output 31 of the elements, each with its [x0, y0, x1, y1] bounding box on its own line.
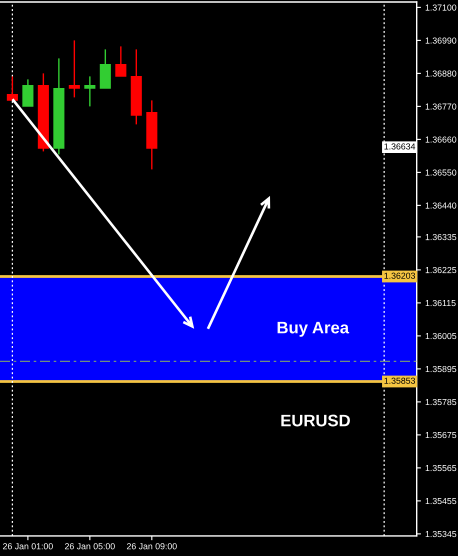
- y-tick-label: 1.35675: [426, 432, 456, 438]
- candlestick: [22, 78, 34, 108]
- band-label: Buy Area: [278, 322, 350, 337]
- candlestick: [115, 46, 126, 78]
- y-tick-label: 1.36880: [426, 70, 456, 77]
- y-tick-label: 1.36990: [426, 37, 456, 44]
- y-tick-label: 1.36660: [426, 136, 456, 143]
- y-tick-label: 1.36335: [426, 234, 456, 240]
- y-tick-label: 1.35345: [426, 530, 456, 538]
- candlestick: [100, 48, 111, 90]
- y-tick-label: 1.36115: [426, 300, 456, 306]
- y-tick-label: 1.36440: [426, 202, 456, 209]
- candlestick: [84, 76, 96, 108]
- y-tick-label: 1.35895: [426, 366, 456, 372]
- y-tick-label: 1.36770: [426, 103, 456, 110]
- annotation: 1.36634: [384, 143, 416, 150]
- x-tick-label: 26 Jan 09:00: [126, 543, 177, 550]
- y-tick-label: 1.35455: [426, 498, 456, 504]
- ref-line-label: 1.35853: [384, 378, 416, 384]
- candlestick: [68, 40, 80, 98]
- y-tick-label: 1.35565: [426, 464, 456, 472]
- x-tick-label: 26 Jan 01:00: [3, 543, 53, 550]
- y-tick-label: 1.36550: [426, 169, 456, 176]
- x-tick-label: 26 Jan 05:00: [64, 543, 115, 550]
- y-tick-label: 1.35785: [426, 398, 456, 406]
- y-tick-label: 1.37100: [426, 4, 456, 11]
- y-tick-label: 1.36005: [426, 332, 456, 340]
- ref-line-label: 1.36203: [384, 272, 416, 279]
- annotation: EURUSD: [281, 414, 350, 426]
- candlestick: [6, 76, 18, 102]
- y-tick-label: 1.36225: [426, 266, 456, 274]
